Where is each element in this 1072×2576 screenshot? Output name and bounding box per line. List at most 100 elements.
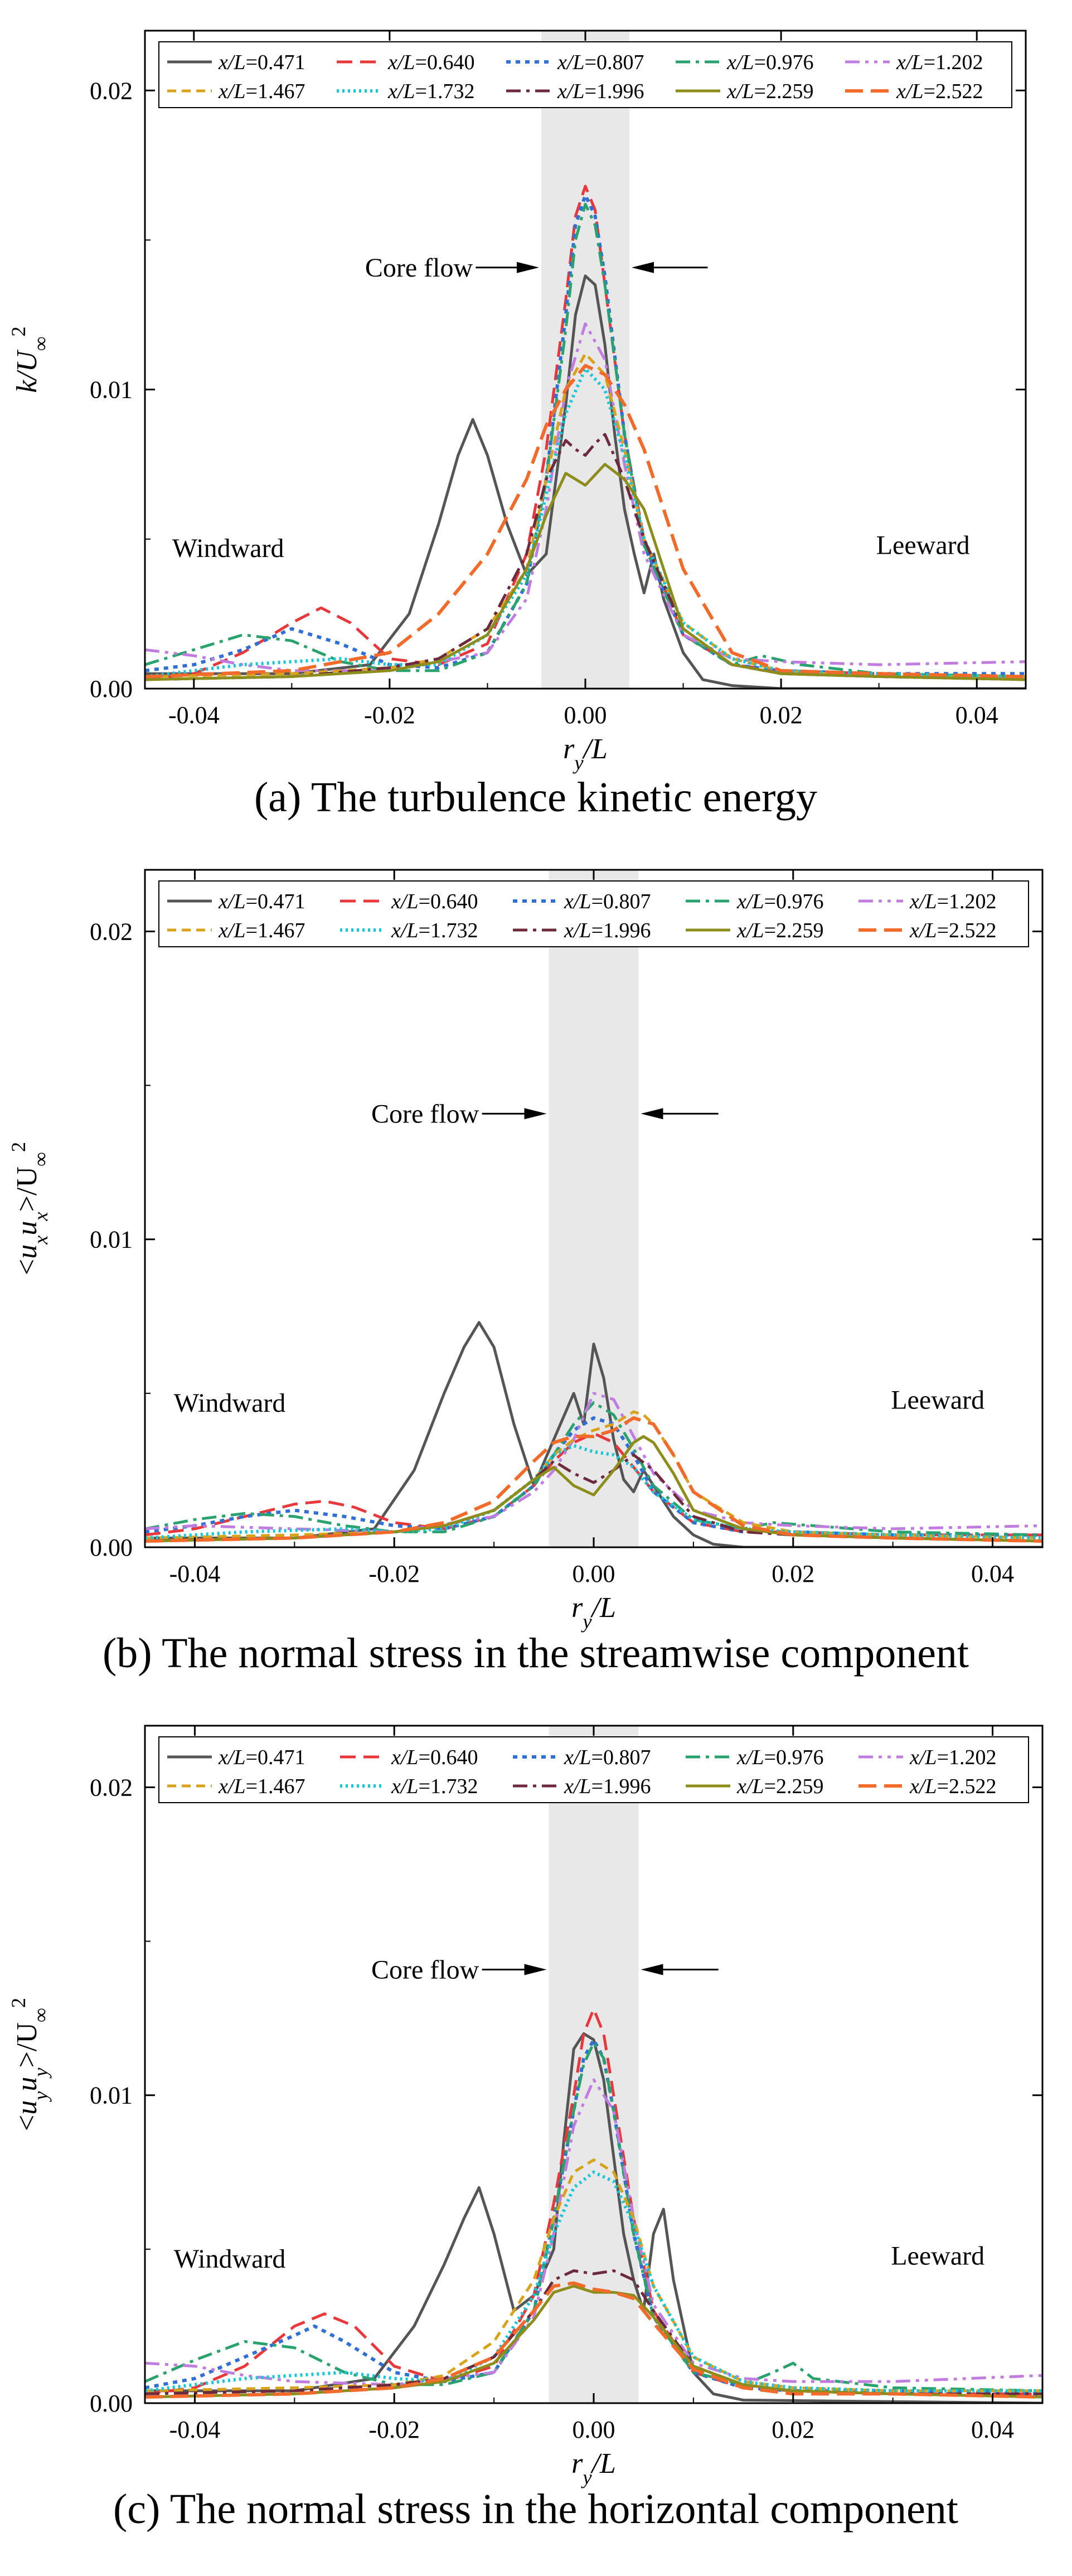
- legend-label: x/L=0.807: [564, 1746, 651, 1769]
- x-tick-label: 0.02: [772, 1560, 814, 1587]
- panels-root: -0.04 -0.02 0.00 0.02 0.04 0.00 0.01 0.02 ry/L k/…: [7, 30, 1044, 2533]
- x-tick-label: -0.04: [168, 701, 220, 729]
- legend-label: x/L=0.976: [736, 890, 824, 913]
- series-lines: [145, 185, 1026, 689]
- legend-label: x/L=0.976: [736, 1746, 824, 1769]
- series-line-1467: [145, 352, 1026, 678]
- core-flow-arrowhead-left: [524, 1108, 547, 1120]
- legend-label: x/L=1.467: [218, 919, 305, 942]
- series-line-2522: [145, 364, 1026, 679]
- core-flow-band: [549, 1726, 639, 2403]
- series-line-2522: [145, 2281, 1042, 2399]
- x-tick-label: -0.02: [364, 701, 415, 729]
- legend-label: x/L=1.202: [909, 1746, 997, 1769]
- x-axis-label: ry/L: [563, 733, 608, 774]
- x-tick-label: 0.04: [971, 1560, 1014, 1587]
- core-flow-arrowhead-right: [641, 1964, 663, 1975]
- x-tick-label: 0.02: [772, 2416, 814, 2443]
- core-flow-label: Core flow: [371, 1955, 479, 1984]
- x-tick-label: 0.00: [573, 2416, 615, 2443]
- legend-label: x/L=1.732: [387, 80, 475, 103]
- y-tick-label: 0.01: [90, 1226, 133, 1253]
- x-tick-label: 0.04: [955, 701, 998, 729]
- core-flow-arrowhead-left: [517, 262, 539, 273]
- leeward-label: Leeward: [876, 531, 970, 560]
- legend-label: x/L=2.259: [736, 919, 824, 942]
- legend-label: x/L=0.807: [564, 890, 651, 913]
- legend-label: x/L=0.640: [387, 51, 475, 74]
- legend: x/L=0.471 x/L=0.640 x/L=0.807 x/L=0.976 x/L=…: [158, 880, 1029, 947]
- series-line-0976: [145, 2041, 1042, 2393]
- windward-label: Windward: [172, 534, 284, 563]
- y-tick-label: 0.02: [90, 918, 133, 945]
- leeward-label: Leeward: [891, 2241, 984, 2270]
- legend-label: x/L=2.259: [726, 80, 814, 103]
- legend-label: x/L=0.471: [218, 51, 305, 74]
- panel-c: -0.04 -0.02 0.00 0.02 0.04 0.00 0.01 0.02 ry/L <u…: [7, 1725, 1044, 2533]
- core-flow-band: [549, 870, 639, 1547]
- legend-label: x/L=1.467: [218, 80, 305, 103]
- series-line-1467: [145, 1410, 1042, 1539]
- legend-label: x/L=2.259: [736, 1775, 824, 1798]
- x-tick-label: -0.04: [169, 1560, 221, 1587]
- y-tick-label: 0.02: [90, 77, 133, 104]
- series-line-1467: [145, 2158, 1042, 2393]
- legend: x/L=0.471 x/L=0.640 x/L=0.807 x/L=0.976 x/L=…: [158, 1736, 1029, 1803]
- y-tick-label: 0.00: [90, 2390, 133, 2417]
- legend-label: x/L=2.522: [896, 80, 983, 103]
- legend-label: x/L=0.471: [218, 1746, 305, 1769]
- panel-caption: (c) The normal stress in the horizontal …: [113, 2486, 958, 2533]
- series-line-0471: [145, 1321, 1042, 1547]
- series-line-0807: [145, 1416, 1042, 1537]
- x-tick-label: 0.02: [760, 701, 803, 729]
- x-axis-label: ry/L: [571, 1592, 616, 1633]
- panel-b: -0.04 -0.02 0.00 0.02 0.04 0.00 0.01 0.02 ry/L <u…: [7, 869, 1044, 1677]
- core-flow-label: Core flow: [371, 1099, 479, 1129]
- series-line-1202: [145, 2078, 1042, 2386]
- y-axis-label: <uyuy>/U∞2: [7, 1998, 52, 2131]
- legend-label: x/L=0.640: [391, 1746, 478, 1769]
- y-tick-label: 0.01: [90, 376, 133, 404]
- y-tick-label: 0.02: [90, 1774, 133, 1801]
- series-line-2259: [145, 2284, 1042, 2399]
- series-line-2259: [145, 1435, 1042, 1543]
- series-line-1202: [145, 1392, 1042, 1533]
- core-flow-arrowhead-right: [632, 262, 654, 273]
- legend-label: x/L=0.807: [557, 51, 644, 74]
- legend-label: x/L=0.976: [726, 51, 814, 74]
- core-flow-label: Core flow: [365, 253, 473, 283]
- series-line-1732: [145, 367, 1026, 679]
- legend-label: x/L=1.202: [896, 51, 983, 74]
- x-tick-label: -0.02: [368, 1560, 420, 1587]
- series-line-0640: [145, 1432, 1042, 1537]
- leeward-label: Leeward: [891, 1385, 984, 1415]
- series-line-0471: [145, 274, 1026, 689]
- y-tick-label: 0.00: [90, 675, 133, 703]
- windward-label: Windward: [174, 1388, 286, 1418]
- panel-caption: (b) The normal stress in the streamwise …: [103, 1630, 969, 1677]
- panel-caption: (a) The turbulence kinetic energy: [254, 774, 817, 821]
- x-axis-label: ry/L: [571, 2448, 616, 2488]
- windward-label: Windward: [174, 2244, 286, 2274]
- legend-label: x/L=1.467: [218, 1775, 305, 1798]
- legend-label: x/L=1.732: [391, 919, 478, 942]
- series-line-0976: [145, 202, 1026, 678]
- panel-a: -0.04 -0.02 0.00 0.02 0.04 0.00 0.01 0.02 ry/L k/…: [7, 30, 1027, 821]
- y-axis-label: k/U∞2: [7, 326, 52, 393]
- x-tick-label: -0.04: [169, 2416, 221, 2443]
- y-tick-label: 0.01: [90, 2082, 133, 2109]
- legend-label: x/L=2.522: [909, 919, 997, 942]
- legend-label: x/L=1.996: [557, 80, 644, 103]
- series-line-0471: [145, 2032, 1042, 2403]
- legend-label: x/L=1.732: [391, 1775, 478, 1798]
- legend-label: x/L=0.640: [391, 890, 478, 913]
- x-tick-label: -0.02: [368, 2416, 420, 2443]
- series-line-0976: [145, 1401, 1042, 1537]
- x-tick-label: 0.04: [971, 2416, 1014, 2443]
- series-line-2259: [145, 463, 1026, 681]
- series-line-1732: [145, 2170, 1042, 2393]
- series-lines: [145, 1321, 1042, 1547]
- legend-box: [158, 880, 1029, 947]
- x-tick-label: 0.00: [564, 701, 607, 729]
